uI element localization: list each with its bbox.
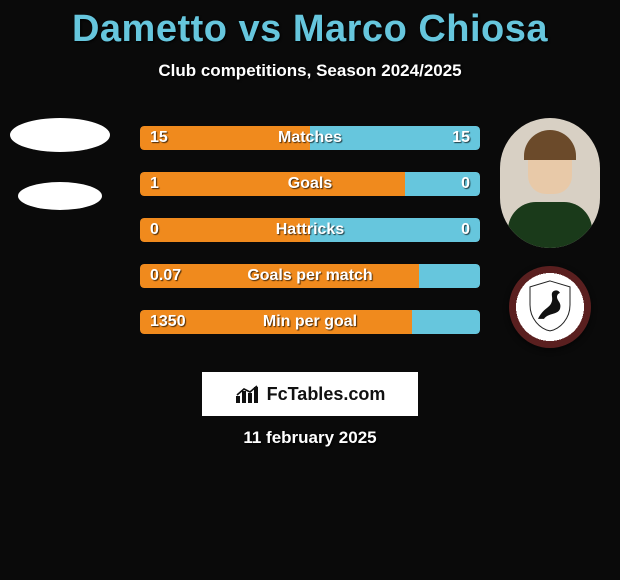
stat-label: Hattricks: [140, 218, 480, 242]
stat-label: Matches: [140, 126, 480, 150]
player-left-club-placeholder: [18, 182, 102, 210]
page-title: Dametto vs Marco Chiosa: [0, 0, 620, 51]
stat-value-right: 15: [442, 126, 480, 150]
stat-value-right: 0: [451, 172, 480, 196]
stat-row: 15Matches15: [140, 126, 480, 150]
stat-label: Goals: [140, 172, 480, 196]
stat-row: 1Goals0: [140, 172, 480, 196]
player-right-club-badge: [509, 266, 591, 348]
stat-row: 0Hattricks0: [140, 218, 480, 242]
shield-icon: [526, 279, 574, 333]
brand-text: FcTables.com: [267, 384, 386, 405]
player-left-photo-placeholder: [10, 118, 110, 152]
stats-panel: 15Matches151Goals00Hattricks00.07Goals p…: [140, 126, 480, 334]
player-left-column: [10, 118, 110, 210]
comparison-card: Dametto vs Marco Chiosa Club competition…: [0, 0, 620, 580]
player-right-column: [500, 118, 600, 348]
stat-value-right: 0: [451, 218, 480, 242]
stat-label: Min per goal: [140, 310, 480, 334]
stat-row: 1350Min per goal: [140, 310, 480, 334]
bars-icon: [235, 384, 261, 404]
footer-date: 11 february 2025: [0, 428, 620, 448]
brand-logo: FcTables.com: [202, 372, 418, 416]
stat-label: Goals per match: [140, 264, 480, 288]
page-subtitle: Club competitions, Season 2024/2025: [0, 61, 620, 81]
stat-row: 0.07Goals per match: [140, 264, 480, 288]
player-right-photo: [500, 118, 600, 248]
